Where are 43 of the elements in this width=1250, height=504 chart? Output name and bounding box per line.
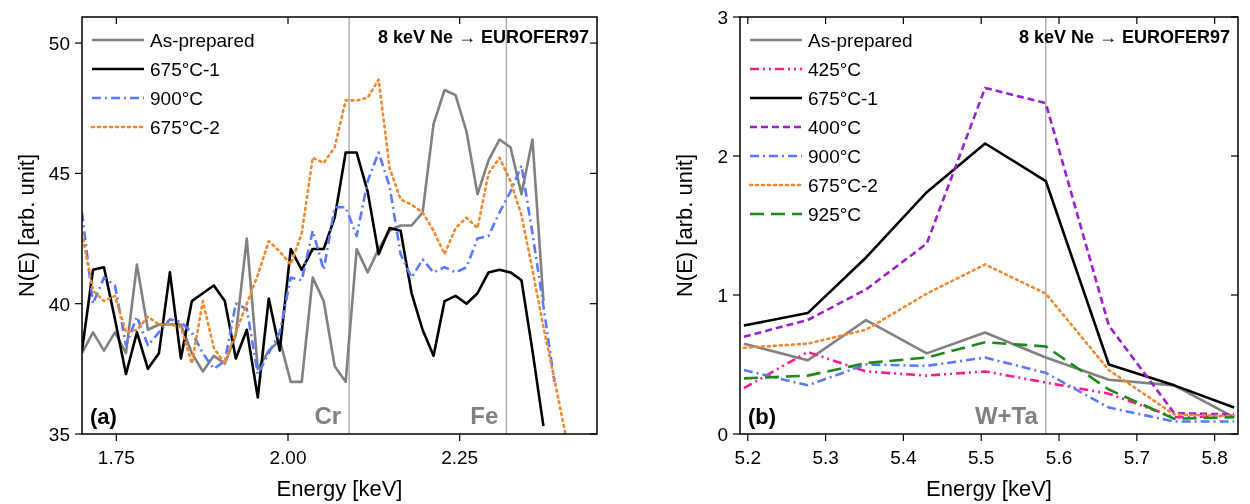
ref-line-label: Cr xyxy=(314,402,342,429)
x-tick-label: 2.00 xyxy=(269,447,307,468)
y-axis-title: N(E) [arb. unit] xyxy=(672,153,697,298)
legend-label: 675°C-2 xyxy=(808,175,878,196)
legend-label: 675°C-1 xyxy=(150,59,220,80)
legend-label: 675°C-1 xyxy=(808,88,878,109)
y-tick-label: 40 xyxy=(48,293,70,315)
x-axis-title: Energy [keV] xyxy=(276,476,403,501)
y-tick-label: 50 xyxy=(48,33,70,55)
legend-label: As-prepared xyxy=(150,30,255,51)
x-tick-label: 5.2 xyxy=(734,447,761,468)
legend-label: 900°C xyxy=(808,146,862,167)
x-tick-label: 5.7 xyxy=(1123,447,1151,468)
line-series xyxy=(742,142,1236,409)
y-tick-label: 35 xyxy=(48,424,70,445)
y-tick-label: 2 xyxy=(717,146,728,167)
annotation: 8 keV Ne → EUROFER97 xyxy=(377,27,589,47)
x-tick-label: 5.6 xyxy=(1045,447,1073,468)
x-tick-label: 1.75 xyxy=(97,447,135,468)
annotation: (b) xyxy=(748,404,777,429)
legend-label: 900°C xyxy=(150,88,204,109)
legend-label: 675°C-2 xyxy=(150,117,220,138)
legend-label: 400°C xyxy=(808,117,862,138)
x-axis-title: Energy [keV] xyxy=(926,476,1052,501)
y-axis-title: N(E) [arb. unit] xyxy=(14,153,39,298)
line-series xyxy=(82,151,556,384)
y-tick-label: 45 xyxy=(48,163,70,185)
y-tick-label: 1 xyxy=(717,285,728,306)
x-tick-label: 5.5 xyxy=(968,447,995,468)
ref-line-label: W+Ta xyxy=(974,402,1039,429)
x-tick-label: 5.3 xyxy=(812,447,839,468)
ref-line-label: Fe xyxy=(470,402,499,429)
annotation: 8 keV Ne → EUROFER97 xyxy=(1018,27,1230,47)
x-tick-label: 5.8 xyxy=(1201,447,1228,468)
y-tick-label: 3 xyxy=(717,7,728,28)
legend-label: As-prepared xyxy=(808,30,913,51)
legend-label: 925°C xyxy=(808,204,862,225)
line-series xyxy=(82,78,567,434)
annotation: (a) xyxy=(90,404,117,429)
x-tick-label: 5.4 xyxy=(890,447,918,468)
legend-label: 425°C xyxy=(808,59,862,80)
x-tick-label: 2.25 xyxy=(441,447,479,468)
y-tick-label: 0 xyxy=(717,424,728,445)
